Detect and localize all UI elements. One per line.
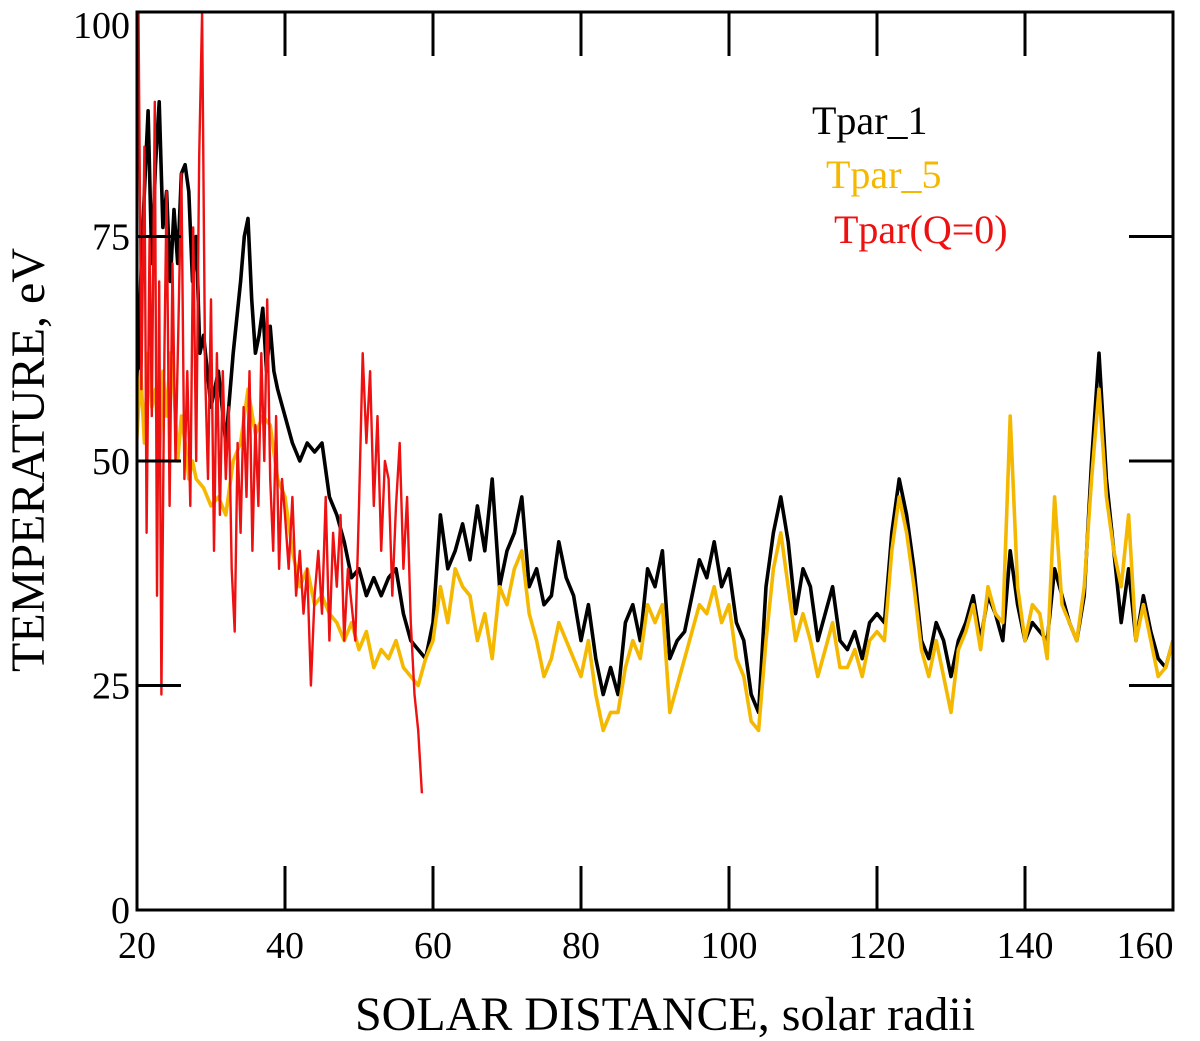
- x-tick-label-100: 100: [701, 925, 758, 967]
- y-tick-label-100: 100: [73, 5, 130, 47]
- legend-label-tpar-1: Tpar_1: [812, 98, 928, 143]
- x-tick-label-120: 120: [849, 925, 906, 967]
- x-axis-title: SOLAR DISTANCE, solar radii: [355, 988, 975, 1041]
- y-tick-label-75: 75: [92, 217, 130, 259]
- legend-label-tpar-5: Tpar_5: [826, 152, 942, 197]
- legend-label-tpar-q0: Tpar(Q=0): [834, 207, 1008, 252]
- series-layer: [137, 12, 1173, 794]
- x-tick-label-140: 140: [997, 925, 1054, 967]
- plot-frame: [135, 10, 1175, 912]
- series-line-tpar-q-0: [137, 12, 424, 794]
- ticks-layer: [135, 10, 1175, 912]
- x-tick-label-40: 40: [266, 925, 304, 967]
- y-tick-label-50: 50: [92, 441, 130, 483]
- x-tick-label-20: 20: [118, 925, 156, 967]
- tick-labels-layer: 20 40 60 80 100 120 140 160 0 25 50 75 100: [73, 5, 1174, 967]
- y-tick-label-0: 0: [111, 890, 130, 932]
- x-tick-label-60: 60: [414, 925, 452, 967]
- legend: Tpar_1 Tpar_5 Tpar(Q=0): [812, 98, 1008, 252]
- y-axis-title: TEMPERATURE, eV: [2, 248, 55, 672]
- x-tick-label-160: 160: [1117, 925, 1174, 967]
- x-tick-label-80: 80: [562, 925, 600, 967]
- y-tick-label-25: 25: [92, 666, 130, 708]
